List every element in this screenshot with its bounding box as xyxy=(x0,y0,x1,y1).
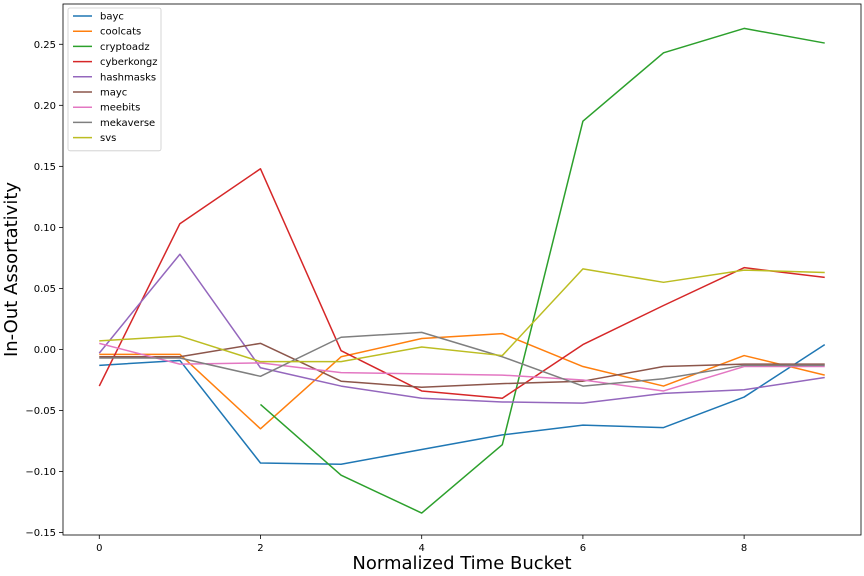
series-line-svs xyxy=(99,268,825,363)
series-line-coolcats xyxy=(99,332,825,430)
y-tick-label: 0.25 xyxy=(34,40,56,51)
y-tick-label: −0.10 xyxy=(25,467,56,478)
legend-label-mekaverse: mekaverse xyxy=(100,118,155,129)
series-line-mekaverse xyxy=(99,331,825,387)
legend-label-coolcats: coolcats xyxy=(100,27,141,38)
x-tick-label: 4 xyxy=(419,543,425,554)
x-tick-label: 8 xyxy=(741,543,747,554)
y-tick-label: −0.05 xyxy=(25,406,56,417)
y-axis-title: In-Out Assortativity xyxy=(1,182,22,357)
plot-frame xyxy=(62,3,862,536)
y-axis: −0.15 −0.10 −0.05 0.00 0.05 0.10 0.15 0.20 0.25 xyxy=(25,40,63,539)
series-layer xyxy=(98,27,826,514)
legend-box xyxy=(67,7,162,152)
series-line-meebits xyxy=(99,342,825,392)
x-tick-label: 0 xyxy=(96,543,102,554)
legend: bayc coolcats cryptoadz cyberkongz hashmasks… xyxy=(67,7,162,152)
legend-label-hashmasks: hashmasks xyxy=(100,72,156,83)
legend-label-cryptoadz: cryptoadz xyxy=(100,42,150,53)
series-line-hashmasks xyxy=(98,253,825,404)
series-line-cyberkongz xyxy=(98,168,825,400)
series-line-bayc xyxy=(99,343,826,465)
legend-label-cyberkongz: cyberkongz xyxy=(100,57,158,68)
legend-label-svs: svs xyxy=(100,133,116,144)
series-line-cryptoadz xyxy=(259,27,825,514)
x-axis: 0 2 4 6 8 xyxy=(96,535,747,554)
y-tick-label: 0.15 xyxy=(34,162,56,173)
series-line-mayc xyxy=(99,342,825,389)
y-tick-label: 0.00 xyxy=(34,345,56,356)
y-tick-label: −0.15 xyxy=(25,528,56,539)
y-tick-label: 0.05 xyxy=(34,284,56,295)
x-axis-title: Normalized Time Bucket xyxy=(352,553,571,574)
y-tick-label: 0.10 xyxy=(34,223,56,234)
legend-label-mayc: mayc xyxy=(100,88,127,99)
y-tick-label: 0.20 xyxy=(34,101,56,112)
legend-label-bayc: bayc xyxy=(100,12,124,23)
x-tick-label: 6 xyxy=(580,543,586,554)
legend-label-meebits: meebits xyxy=(100,103,140,114)
x-tick-label: 2 xyxy=(257,543,263,554)
